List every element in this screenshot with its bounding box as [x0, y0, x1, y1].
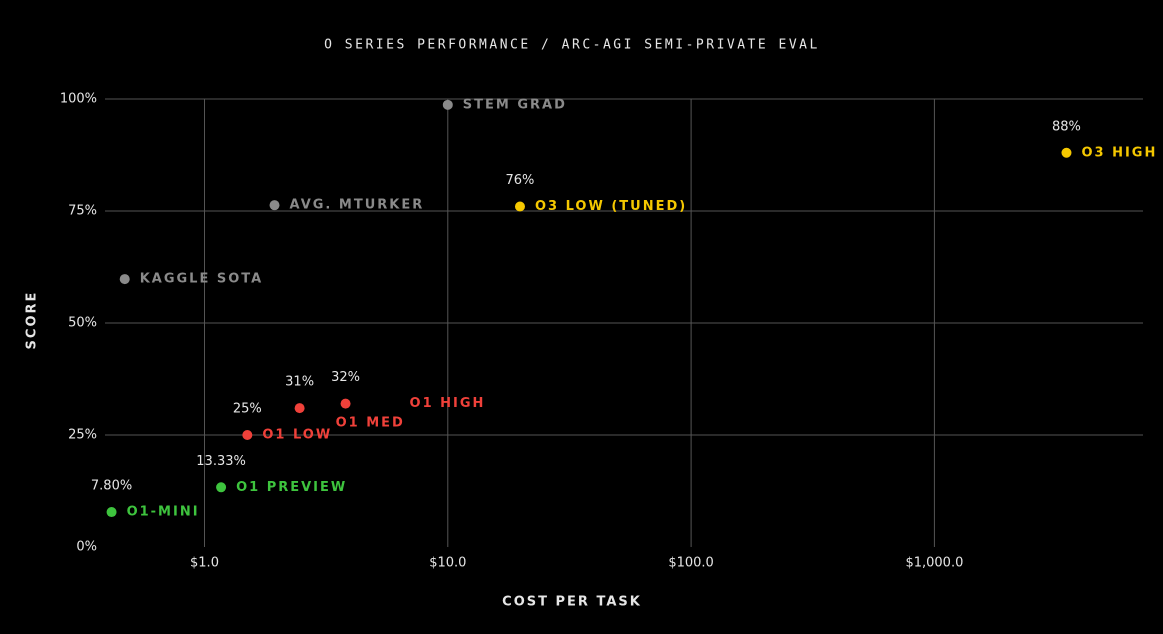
point	[294, 403, 305, 414]
point	[340, 398, 351, 409]
value-label: 76%	[506, 173, 535, 188]
point-label: KAGGLE SOTA	[140, 272, 263, 287]
y-tick-label: 50%	[68, 316, 97, 331]
point	[242, 430, 253, 440]
point	[514, 201, 525, 212]
point-label: O3 LOW (TUNED)	[535, 199, 687, 214]
point	[216, 482, 227, 493]
point-label: O1 PREVIEW	[236, 480, 347, 495]
value-label: 25%	[233, 402, 262, 417]
point	[269, 200, 280, 211]
y-tick-label: 0%	[76, 540, 97, 555]
point	[442, 99, 453, 110]
point	[119, 274, 130, 285]
point-label: O1 HIGH	[410, 396, 486, 411]
y-tick-label: 100%	[60, 92, 97, 107]
x-tick-label: $10.0	[429, 556, 466, 571]
chart-title: O SERIES PERFORMANCE / ARC-AGI SEMI-PRIV…	[324, 38, 820, 53]
point-label: O1 MED	[336, 416, 405, 431]
x-tick-label: $100.0	[668, 556, 714, 571]
x-axis-label: COST PER TASK	[502, 595, 642, 610]
point-label: O1-MINI	[127, 505, 200, 520]
point-label: AVG. MTURKER	[290, 198, 425, 213]
x-tick-label: $1.0	[190, 556, 219, 571]
point-label: O1 LOW	[262, 428, 332, 443]
y-axis-label: SCORE	[25, 291, 40, 350]
value-label: 31%	[285, 375, 314, 390]
point	[1061, 147, 1072, 158]
point-label: STEM GRAD	[463, 97, 567, 112]
value-label: 32%	[331, 370, 360, 385]
x-tick-label: $1,000.0	[905, 556, 963, 571]
value-label: 88%	[1052, 119, 1081, 134]
value-label: 7.80%	[91, 479, 132, 494]
value-label: 13.33%	[196, 454, 246, 469]
y-tick-label: 75%	[68, 204, 97, 219]
point	[106, 507, 117, 518]
y-tick-label: 25%	[68, 428, 97, 443]
point-label: O3 HIGH (TUNED)	[1081, 145, 1163, 160]
